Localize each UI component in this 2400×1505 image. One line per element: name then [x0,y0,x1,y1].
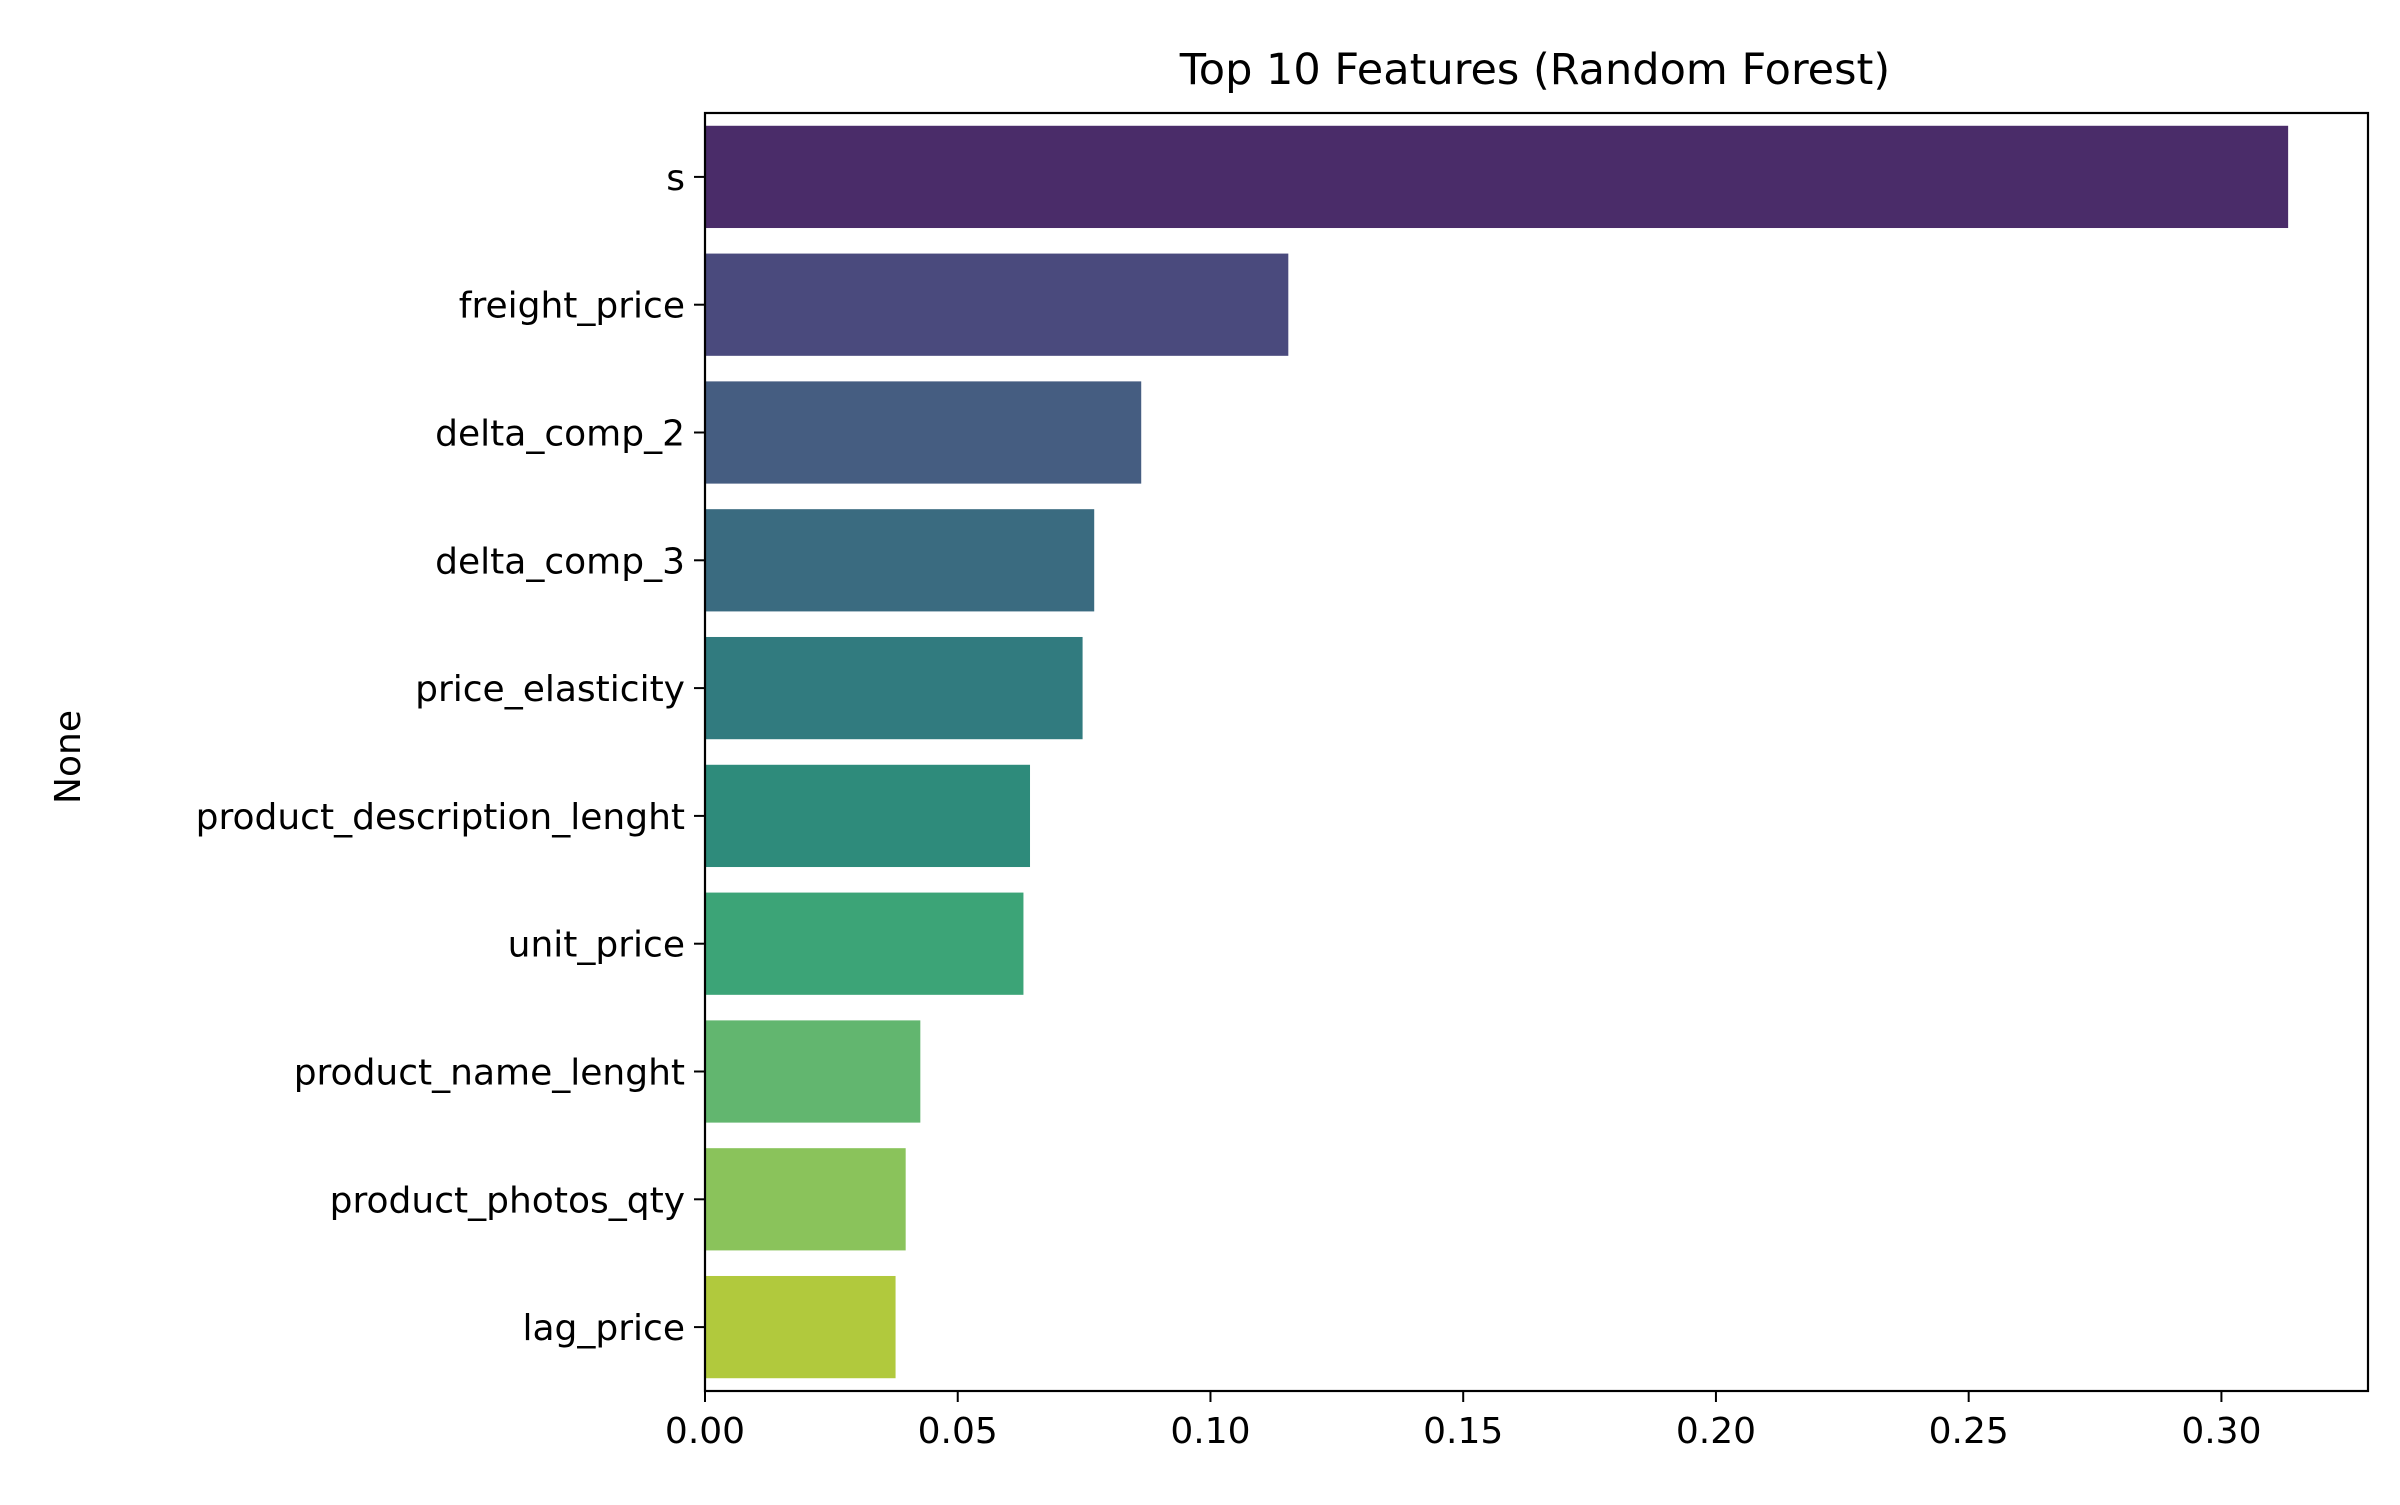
x-tick-label: 0.05 [918,1411,998,1452]
chart-title: Top 10 Features (Random Forest) [1179,45,1890,95]
y-tick-label: delta_comp_3 [435,541,685,582]
bar [705,253,1289,356]
x-tick-label: 0.15 [1423,1411,1503,1452]
y-tick-label: delta_comp_2 [435,414,685,455]
y-axis-label: None [48,710,89,804]
y-tick-label: unit_price [508,925,685,966]
bar [705,764,1031,868]
x-tick-label: 0.20 [1676,1411,1756,1452]
bars-layer [705,125,2289,1379]
bar [705,1148,906,1251]
bar [705,125,2289,229]
bar [705,509,1095,612]
y-tick-label: lag_price [522,1308,685,1349]
y-tick-label: product_description_lenght [196,797,685,838]
y-tick-label: s [666,158,685,199]
bar [705,381,1142,484]
bar [705,1275,896,1379]
y-tick-label: product_name_lenght [294,1053,685,1094]
x-tick-label: 0.00 [665,1411,745,1452]
bar [705,892,1024,995]
plot-area-frame [703,111,2370,1393]
bar [705,1020,921,1123]
y-tick-label: product_photos_qty [330,1180,685,1221]
x-tick-label: 0.10 [1170,1411,1250,1452]
x-tick-label: 0.25 [1929,1411,2009,1452]
x-axis-ticks: 0.00 0.05 0.10 0.15 0.20 0.25 0.30 [665,1391,2261,1452]
y-tick-label: freight_price [459,286,685,327]
y-tick-label: price_elasticity [415,669,685,710]
x-tick-label: 0.30 [2181,1411,2261,1452]
y-axis-ticks: s freight_price delta_comp_2 delta_comp_3pr… [196,158,705,1349]
bar [705,636,1083,740]
